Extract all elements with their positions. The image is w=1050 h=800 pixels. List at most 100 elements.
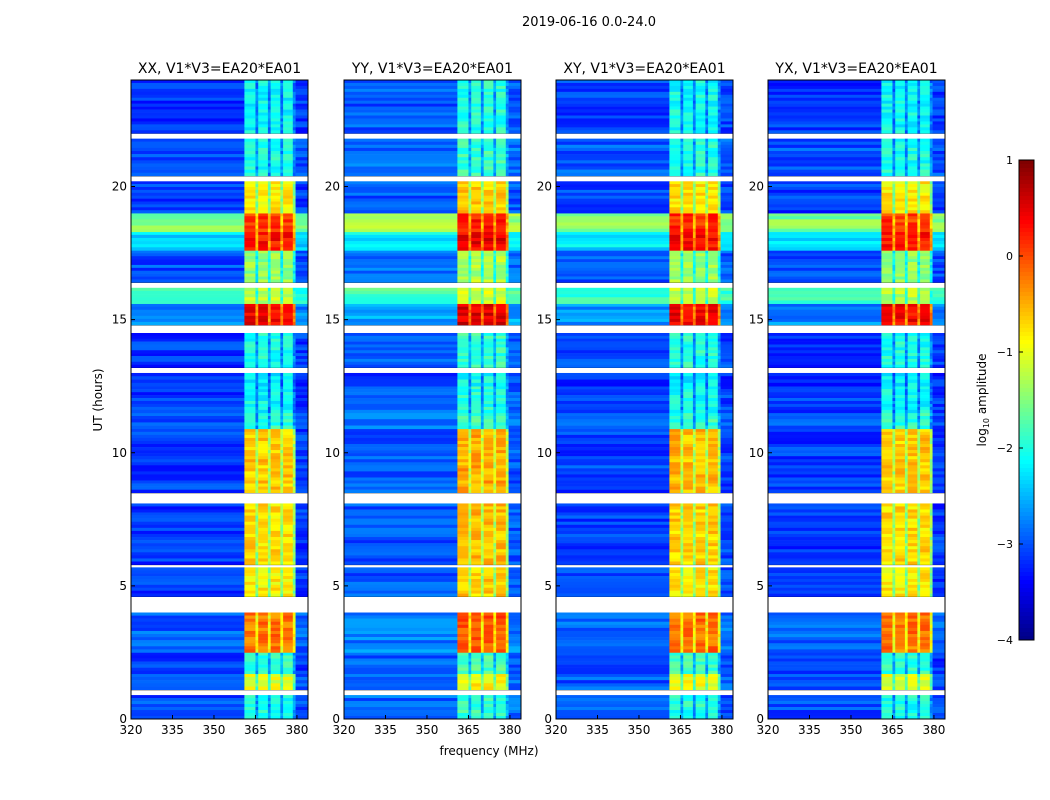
heatmap-cell — [457, 558, 469, 562]
heatmap-cell — [457, 321, 469, 326]
heatmap-cell — [493, 489, 497, 493]
heatmap-cell — [457, 431, 469, 436]
heatmap-cell — [295, 219, 309, 223]
heatmap-cell — [283, 558, 294, 562]
heatmap-cell — [680, 379, 684, 384]
heatmap-cell — [344, 530, 458, 535]
heatmap-cell — [258, 676, 269, 681]
heatmap-cell — [480, 440, 484, 445]
heatmap-cell — [556, 338, 670, 342]
heatmap-cell — [267, 109, 271, 113]
heatmap-cell — [344, 459, 458, 463]
heatmap-cell — [496, 707, 507, 711]
heatmap-cell — [344, 425, 458, 430]
heatmap-cell — [457, 515, 469, 519]
heatmap-cell — [267, 151, 271, 155]
heatmap-cell — [505, 506, 509, 510]
y-tick-label: 0 — [119, 712, 127, 726]
heatmap-cell — [292, 106, 296, 110]
heatmap-cell — [280, 210, 284, 214]
heatmap-cell — [508, 419, 522, 423]
heatmap-cell — [280, 640, 284, 644]
heatmap-cell — [683, 549, 694, 553]
heatmap-cell — [457, 704, 469, 708]
heatmap-cell — [280, 276, 284, 280]
heatmap-cell — [683, 573, 694, 577]
heatmap-cell — [483, 279, 494, 283]
heatmap-cell — [496, 276, 507, 280]
heatmap-cell — [244, 515, 256, 519]
heatmap-cell — [556, 537, 670, 541]
heatmap-cell — [483, 465, 494, 469]
heatmap-cell — [280, 347, 284, 351]
heatmap-cell — [344, 646, 458, 650]
heatmap-cell — [496, 474, 507, 478]
heatmap-cell — [705, 624, 709, 629]
heatmap-cell — [705, 701, 709, 705]
heatmap-cell — [508, 267, 522, 272]
heatmap-cell — [283, 207, 294, 211]
heatmap-cell — [283, 225, 294, 229]
heatmap-cell — [270, 573, 281, 577]
heatmap-cell — [483, 347, 494, 351]
heatmap-cell — [471, 453, 482, 457]
heatmap-cell — [255, 447, 259, 451]
heatmap-cell — [258, 584, 269, 589]
heatmap-cell — [669, 376, 681, 380]
heatmap-cell — [717, 670, 721, 675]
heatmap-cell — [267, 267, 271, 272]
heatmap-cell — [471, 468, 482, 472]
flagged-row — [556, 689, 733, 696]
heatmap-cell — [695, 379, 706, 384]
heatmap-cell — [270, 398, 281, 402]
flagged-row — [556, 367, 733, 373]
heatmap-cell — [505, 306, 509, 311]
heatmap-cell — [669, 468, 681, 472]
heatmap-cell — [244, 676, 256, 681]
heatmap-cell — [471, 474, 482, 478]
heatmap-cell — [717, 518, 721, 523]
heatmap-cell — [480, 382, 484, 387]
heatmap-cell — [471, 549, 482, 553]
heatmap-cell — [244, 124, 256, 128]
heatmap-cell — [280, 419, 284, 423]
heatmap-cell — [705, 382, 709, 387]
heatmap-cell — [471, 615, 482, 619]
heatmap-cell — [483, 612, 494, 616]
heatmap-cell — [292, 166, 296, 170]
heatmap-cell — [244, 112, 256, 116]
heatmap-cell — [471, 437, 482, 442]
heatmap-cell — [468, 437, 472, 442]
heatmap-cell — [556, 533, 670, 538]
heatmap-cell — [683, 338, 694, 342]
heatmap-cell — [505, 403, 509, 408]
heatmap-cell — [283, 192, 294, 196]
heatmap-cell — [280, 587, 284, 591]
heatmap-cell — [267, 637, 271, 641]
heatmap-cell — [468, 389, 472, 393]
heatmap-cell — [493, 549, 497, 553]
heatmap-cell — [695, 347, 706, 351]
heatmap-cell — [692, 652, 696, 656]
heatmap-cell — [720, 379, 734, 384]
heatmap-cell — [292, 581, 296, 586]
heatmap-cell — [717, 540, 721, 544]
heatmap-cell — [480, 509, 484, 513]
heatmap-cell — [295, 431, 309, 436]
heatmap-cell — [267, 264, 271, 269]
heatmap-cell — [292, 533, 296, 538]
heatmap-cell — [255, 695, 259, 699]
heatmap-cell — [493, 428, 497, 433]
heatmap-cell — [244, 344, 256, 348]
heatmap-cell — [496, 471, 507, 475]
heatmap-cell — [471, 335, 482, 340]
heatmap-cell — [131, 695, 245, 699]
heatmap-cell — [680, 581, 684, 586]
heatmap-cell — [267, 219, 271, 223]
heatmap-cell — [505, 459, 509, 463]
heatmap-cell — [270, 112, 281, 116]
heatmap-cell — [480, 527, 484, 532]
heatmap-cell — [344, 85, 458, 90]
heatmap-cell — [295, 398, 309, 402]
heatmap-cell — [292, 100, 296, 104]
